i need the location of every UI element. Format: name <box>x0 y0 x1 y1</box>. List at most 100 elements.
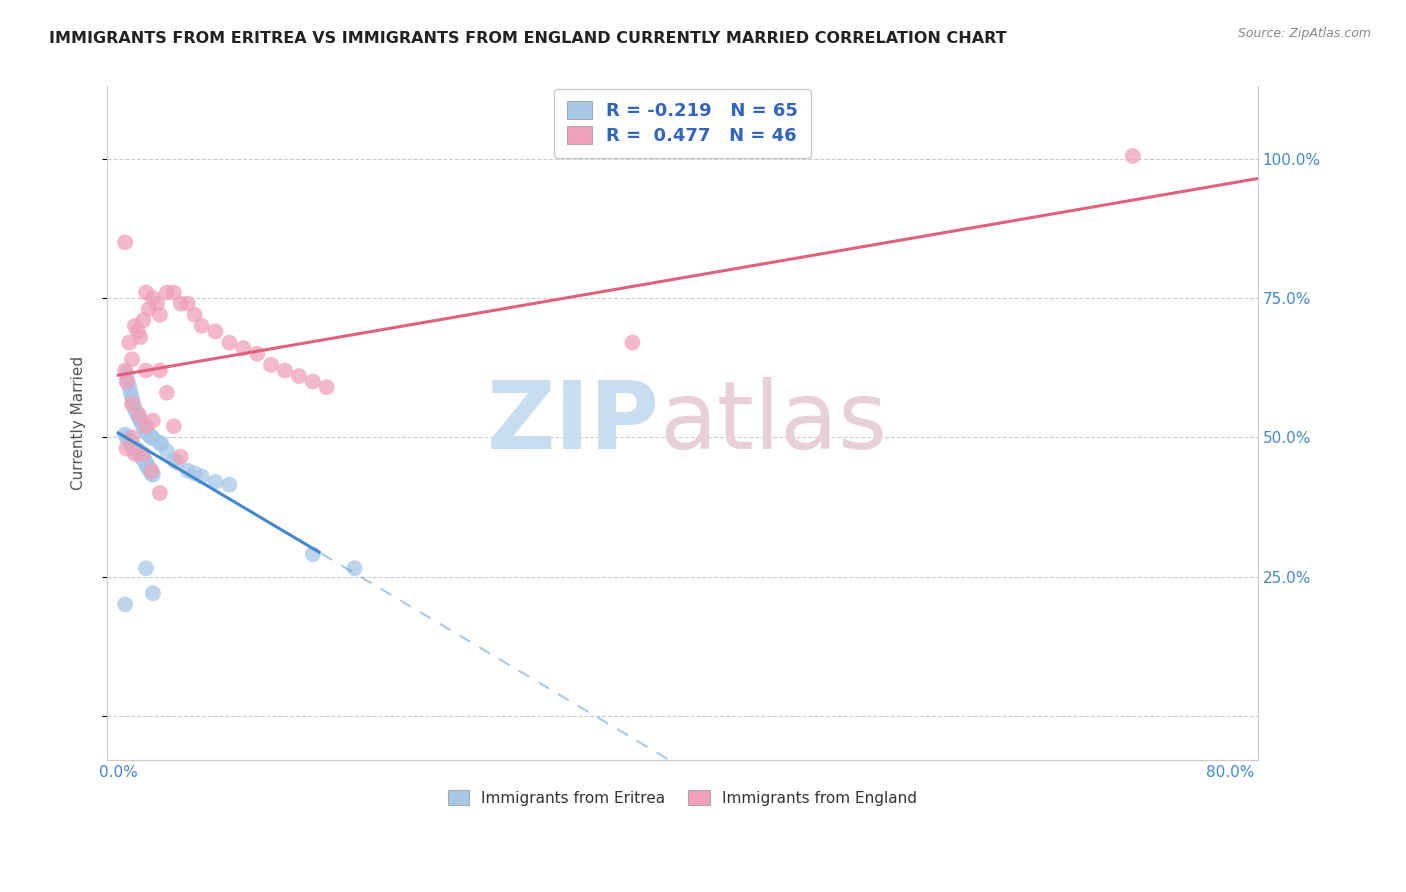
Point <box>301 375 323 389</box>
Point <box>141 465 163 479</box>
Point <box>120 434 142 449</box>
Point <box>128 444 150 458</box>
Point <box>1122 149 1144 163</box>
Point <box>146 296 169 310</box>
Point <box>156 285 179 300</box>
Point <box>301 547 323 561</box>
Point <box>135 455 157 469</box>
Point <box>121 430 143 444</box>
Point <box>125 442 148 457</box>
Point <box>138 302 160 317</box>
Point <box>163 452 186 467</box>
Point <box>117 431 139 445</box>
Point <box>135 419 157 434</box>
Point <box>260 358 283 372</box>
Point <box>288 369 311 384</box>
Point <box>183 467 205 481</box>
Point <box>118 380 141 394</box>
Point <box>218 477 240 491</box>
Point <box>124 318 146 333</box>
Point <box>121 439 143 453</box>
Point <box>121 397 143 411</box>
Point <box>122 440 145 454</box>
Point <box>149 486 172 500</box>
Point <box>218 335 240 350</box>
Point <box>315 380 337 394</box>
Point <box>127 408 149 422</box>
Point <box>150 437 173 451</box>
Point <box>131 417 153 431</box>
Point <box>121 352 143 367</box>
Point <box>204 475 226 489</box>
Text: atlas: atlas <box>659 377 887 469</box>
Point <box>135 363 157 377</box>
Point <box>115 442 138 456</box>
Point <box>149 308 172 322</box>
Point <box>132 447 155 461</box>
Point <box>114 363 136 377</box>
Point <box>183 308 205 322</box>
Point <box>204 325 226 339</box>
Point <box>118 433 141 447</box>
Point <box>136 458 159 472</box>
Point <box>176 296 198 310</box>
Point <box>142 291 165 305</box>
Point <box>142 467 165 482</box>
Point <box>139 428 162 442</box>
Point <box>118 335 141 350</box>
Text: ZIP: ZIP <box>486 377 659 469</box>
Point <box>134 453 156 467</box>
Point <box>138 427 160 442</box>
Point <box>121 392 143 406</box>
Legend: Immigrants from Eritrea, Immigrants from England: Immigrants from Eritrea, Immigrants from… <box>440 782 925 814</box>
Text: IMMIGRANTS FROM ERITREA VS IMMIGRANTS FROM ENGLAND CURRENTLY MARRIED CORRELATION: IMMIGRANTS FROM ERITREA VS IMMIGRANTS FR… <box>49 31 1007 46</box>
Point <box>131 448 153 462</box>
Point <box>163 419 186 434</box>
Point <box>621 335 644 350</box>
Point <box>132 419 155 434</box>
Text: Source: ZipAtlas.com: Source: ZipAtlas.com <box>1237 27 1371 40</box>
Point <box>135 425 157 439</box>
Point <box>114 427 136 442</box>
Point <box>138 461 160 475</box>
Point <box>121 437 143 451</box>
Point <box>114 598 136 612</box>
Point <box>127 442 149 457</box>
Point <box>190 469 212 483</box>
Point <box>170 296 193 310</box>
Point <box>125 405 148 419</box>
Point <box>135 561 157 575</box>
Y-axis label: Currently Married: Currently Married <box>72 356 86 491</box>
Point <box>115 366 138 380</box>
Point <box>128 446 150 460</box>
Point <box>246 347 269 361</box>
Point <box>142 586 165 600</box>
Point <box>136 459 159 474</box>
Point <box>135 285 157 300</box>
Point <box>132 452 155 467</box>
Point <box>129 330 152 344</box>
Point <box>124 442 146 456</box>
Point <box>156 385 179 400</box>
Point <box>149 363 172 377</box>
Point <box>170 450 193 464</box>
Point <box>135 457 157 471</box>
Point <box>141 430 163 444</box>
Point <box>156 444 179 458</box>
Point <box>129 414 152 428</box>
Point <box>142 414 165 428</box>
Point <box>190 318 212 333</box>
Point <box>136 425 159 440</box>
Point <box>176 464 198 478</box>
Point <box>115 430 138 444</box>
Point <box>343 561 366 575</box>
Point <box>117 375 139 389</box>
Point <box>141 464 163 478</box>
Point <box>124 447 146 461</box>
Point <box>138 462 160 476</box>
Point <box>142 431 165 445</box>
Point <box>127 325 149 339</box>
Point <box>163 285 186 300</box>
Point <box>114 235 136 250</box>
Point <box>132 313 155 327</box>
